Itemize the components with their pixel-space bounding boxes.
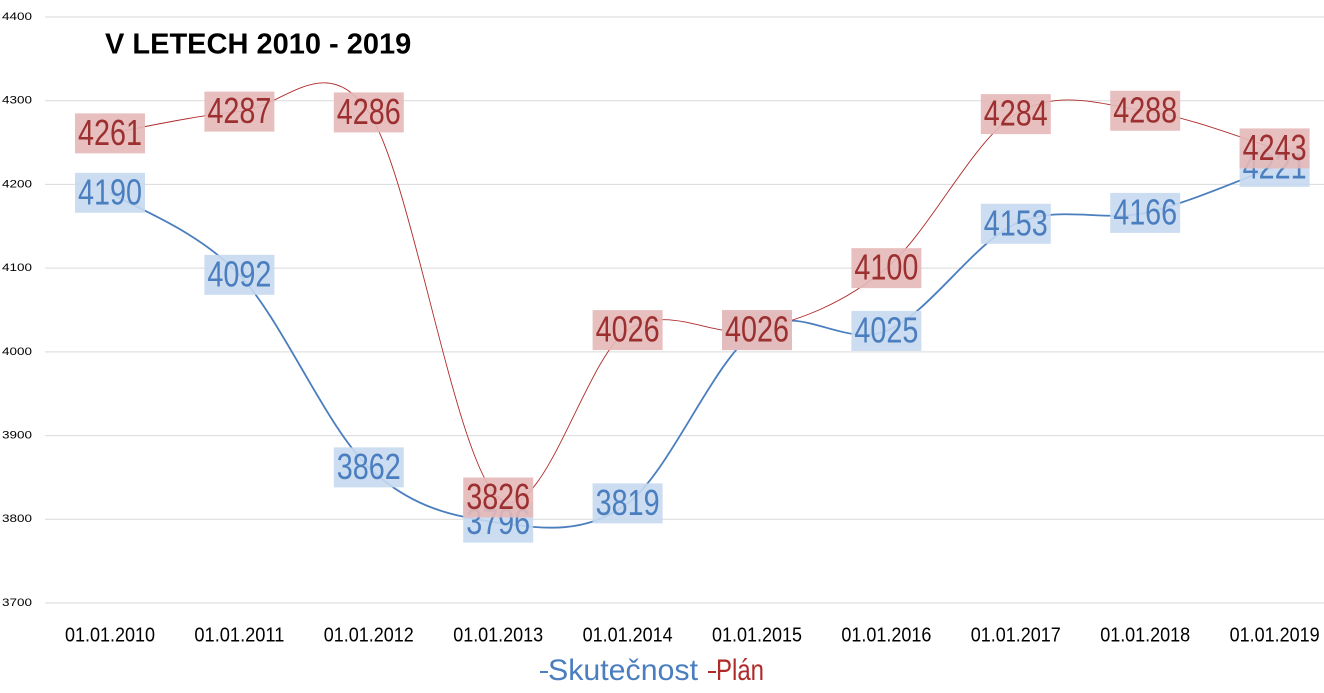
data-label-box [204, 91, 275, 132]
data-label-box [980, 203, 1051, 244]
data-label: 4286 [337, 91, 401, 132]
series-line [109, 82, 1275, 503]
y-tick-label: 4300 [2, 95, 32, 107]
data-label-box [463, 477, 534, 518]
legend-label: Plán [716, 654, 764, 687]
data-label: 3826 [466, 476, 530, 517]
data-label-box [851, 248, 922, 289]
x-tick-label: 01.01.2013 [453, 624, 543, 646]
data-label: 4026 [596, 309, 660, 350]
series-line [109, 166, 1275, 529]
y-tick-label: 4200 [2, 178, 32, 190]
data-label-box [1110, 90, 1181, 131]
y-tick-label: 4000 [2, 346, 32, 358]
legend: Skutečnost Plán [540, 654, 764, 687]
x-tick-label: 01.01.2012 [324, 624, 414, 646]
data-label-box [1110, 192, 1181, 233]
y-tick-label: 3700 [2, 597, 32, 609]
data-label: 3862 [337, 446, 401, 487]
data-label: 4288 [1113, 89, 1177, 130]
data-label-box [204, 254, 275, 295]
data-label: 4287 [207, 90, 271, 131]
data-label-box [592, 310, 663, 351]
data-label-box [851, 310, 922, 351]
data-label-box [75, 172, 145, 213]
data-label: 4092 [207, 253, 271, 294]
data-label: 4025 [854, 309, 918, 350]
data-label-box [333, 447, 404, 488]
x-tick-label: 01.01.2010 [65, 624, 155, 646]
data-label-box [333, 92, 404, 133]
x-tick-label: 01.01.2015 [712, 624, 802, 646]
data-label: 4026 [725, 309, 789, 350]
data-label: 4153 [984, 202, 1048, 243]
data-label: 4100 [854, 247, 918, 288]
data-label-box [75, 113, 145, 154]
data-label-box [722, 310, 792, 351]
x-tick-label: 01.01.2011 [194, 624, 284, 646]
x-tick-label: 01.01.2019 [1230, 624, 1320, 646]
data-label-box [1239, 128, 1310, 169]
y-tick-label: 3800 [2, 513, 32, 525]
chart-title: V LETECH 2010 - 2019 [105, 29, 411, 61]
data-label-box [980, 94, 1051, 135]
data-label: 4190 [78, 171, 142, 212]
data-label: 4243 [1243, 127, 1307, 168]
data-label-box [592, 483, 663, 524]
data-label: 3819 [596, 482, 660, 523]
data-label: 4284 [984, 93, 1048, 134]
y-tick-label: 3900 [2, 429, 32, 441]
y-tick-label: 4100 [2, 262, 32, 274]
y-tick-label: 4400 [2, 11, 32, 23]
data-label: 4261 [78, 112, 142, 153]
x-tick-label: 01.01.2014 [583, 624, 673, 646]
x-tick-label: 01.01.2018 [1100, 624, 1190, 646]
x-tick-label: 01.01.2016 [841, 624, 931, 646]
legend-label: Skutečnost [548, 654, 699, 687]
data-label: 4166 [1113, 191, 1177, 232]
x-tick-label: 01.01.2017 [971, 624, 1061, 646]
